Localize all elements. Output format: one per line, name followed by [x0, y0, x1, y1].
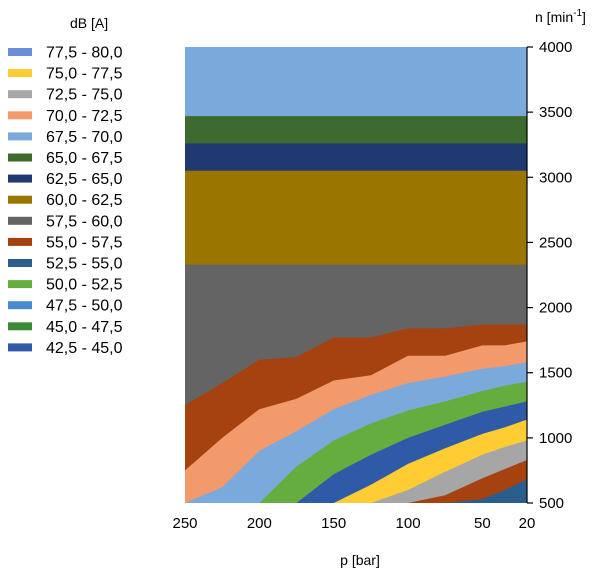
plot-area [185, 47, 527, 504]
legend-label: 62,5 - 65,0 [46, 171, 123, 188]
x-tick-label: 250 [172, 515, 197, 532]
legend-swatch [8, 174, 32, 183]
legend-label: 75,0 - 77,5 [46, 66, 123, 83]
y-axis-label: n [min-1] [535, 8, 586, 25]
y-tick-label: 3500 [539, 104, 572, 121]
area-band-11 [185, 440, 527, 503]
y-tick-label: 500 [539, 495, 564, 512]
legend-swatch [8, 216, 32, 225]
legend-label: 52,5 - 55,0 [46, 256, 123, 273]
legend-swatch [8, 343, 32, 352]
legend-label: 50,0 - 52,5 [46, 277, 123, 294]
x-tick-label: 200 [247, 515, 272, 532]
legend-swatch [8, 69, 32, 78]
legend-swatch [8, 111, 32, 120]
legend-swatch [8, 280, 32, 289]
legend-swatch [8, 322, 32, 331]
x-tick-label: 20 [519, 515, 536, 532]
area-band-13 [185, 479, 527, 503]
x-axis: 250 200 150 100 50 20 [172, 515, 535, 532]
legend-swatch [8, 237, 32, 246]
legend-swatch [8, 132, 32, 141]
legend-swatch [8, 48, 32, 56]
legend-swatch [8, 301, 32, 310]
y-tick-label: 4000 [539, 39, 572, 56]
legend: 77,5 - 80,0 75,0 - 77,5 72,5 - 75,0 70,0 - … [8, 45, 123, 357]
y-tick-label: 1500 [539, 365, 572, 382]
legend-label: 70,0 - 72,5 [46, 108, 123, 125]
x-tick-label: 100 [396, 515, 421, 532]
legend-label: 67,5 - 70,0 [46, 129, 123, 146]
y-tick-label: 2000 [539, 300, 572, 317]
legend-swatch [8, 259, 32, 267]
legend-swatch [8, 153, 32, 162]
legend-label: 45,0 - 47,5 [46, 319, 123, 336]
y-axis-label-main: n [min [535, 9, 573, 25]
legend-label: 60,0 - 62,5 [46, 192, 123, 209]
y-axis-label-sup: -1 [573, 8, 582, 19]
legend-label: 47,5 - 50,0 [46, 298, 123, 315]
y-axis: 4000 3500 3000 2500 2000 1500 1000 500 [526, 39, 572, 512]
legend-swatch [8, 195, 32, 204]
y-tick-label: 3000 [539, 169, 572, 186]
legend-label: 72,5 - 75,0 [46, 87, 123, 104]
legend-label: 42,5 - 45,0 [46, 340, 123, 357]
legend-title: dB [A] [70, 15, 108, 31]
x-axis-label: p [bar] [340, 552, 380, 568]
x-tick-label: 50 [474, 515, 491, 532]
y-tick-label: 2500 [539, 234, 572, 251]
legend-label: 57,5 - 60,0 [46, 213, 123, 230]
legend-label: 77,5 - 80,0 [46, 45, 123, 62]
y-tick-label: 1000 [539, 430, 572, 447]
y-axis-label-close: ] [582, 9, 586, 25]
legend-swatch [8, 90, 32, 99]
x-tick-label: 150 [321, 515, 346, 532]
legend-label: 55,0 - 57,5 [46, 234, 123, 251]
legend-label: 65,0 - 67,5 [46, 150, 123, 167]
